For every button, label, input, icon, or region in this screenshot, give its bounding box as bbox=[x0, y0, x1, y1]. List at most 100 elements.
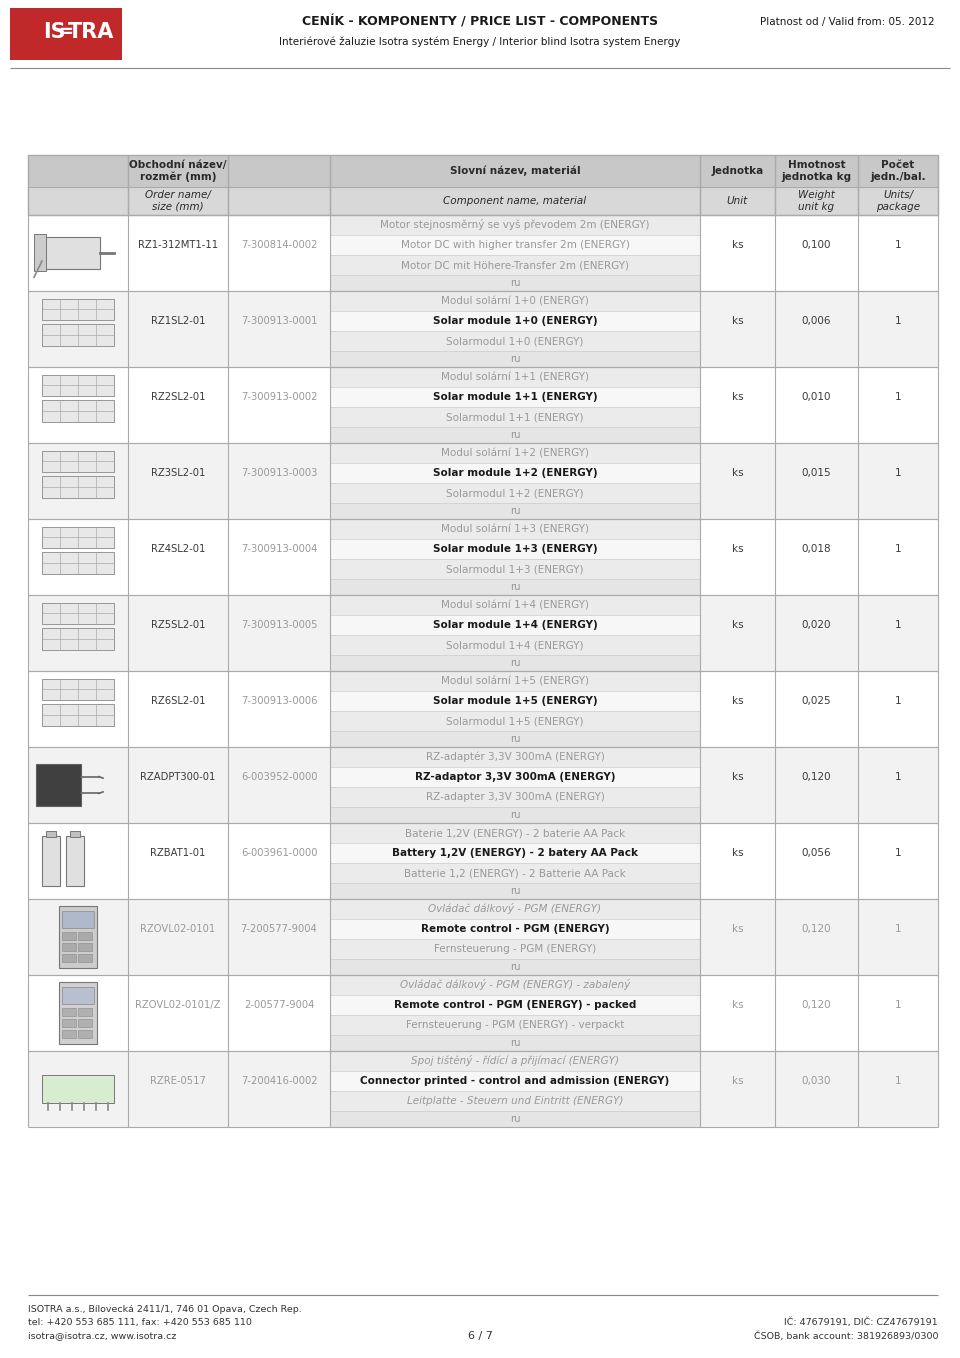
Text: 1: 1 bbox=[895, 697, 901, 706]
Text: Leitplatte - Steuern und Eintritt (ENERGY): Leitplatte - Steuern und Eintritt (ENERG… bbox=[407, 1096, 623, 1105]
Bar bbox=[330, 1111, 700, 1127]
Text: RZ4SL2-01: RZ4SL2-01 bbox=[151, 545, 205, 554]
Text: RZ1SL2-01: RZ1SL2-01 bbox=[151, 316, 205, 326]
Bar bbox=[28, 215, 938, 291]
Text: 0,025: 0,025 bbox=[802, 697, 831, 706]
Text: ks: ks bbox=[732, 1076, 743, 1086]
Text: RZ3SL2-01: RZ3SL2-01 bbox=[151, 469, 205, 478]
Text: 1: 1 bbox=[895, 316, 901, 326]
Bar bbox=[78, 932, 92, 940]
Text: Solarmodul 1+5 (ENERGY): Solarmodul 1+5 (ENERGY) bbox=[446, 716, 584, 727]
Bar bbox=[330, 807, 700, 823]
Text: ru: ru bbox=[510, 809, 520, 820]
Text: TRA: TRA bbox=[68, 22, 114, 42]
Text: ru: ru bbox=[510, 430, 520, 440]
Text: 0,006: 0,006 bbox=[802, 316, 831, 326]
Text: RZ2SL2-01: RZ2SL2-01 bbox=[151, 392, 205, 402]
Bar bbox=[78, 1008, 92, 1016]
Text: RZADPT300-01: RZADPT300-01 bbox=[140, 771, 216, 782]
Text: RZ1-312MT1-11: RZ1-312MT1-11 bbox=[138, 240, 218, 250]
Bar bbox=[330, 367, 700, 387]
Text: 0,030: 0,030 bbox=[802, 1076, 831, 1086]
Text: RZOVL02-0101: RZOVL02-0101 bbox=[140, 923, 216, 934]
Text: 1: 1 bbox=[895, 621, 901, 630]
Bar bbox=[62, 911, 94, 929]
Bar bbox=[62, 942, 76, 951]
Bar bbox=[330, 615, 700, 636]
Bar bbox=[42, 679, 114, 699]
Text: 1: 1 bbox=[895, 847, 901, 858]
Bar bbox=[330, 235, 700, 255]
Text: ks: ks bbox=[732, 621, 743, 630]
Text: Obchodní název/
rozměr (mm): Obchodní název/ rozměr (mm) bbox=[130, 160, 227, 182]
Bar bbox=[28, 747, 938, 823]
Bar bbox=[330, 483, 700, 502]
Text: RZOVL02-0101/Z: RZOVL02-0101/Z bbox=[135, 999, 221, 1010]
Bar bbox=[62, 955, 76, 961]
Bar bbox=[330, 595, 700, 615]
Text: Solarmodul 1+0 (ENERGY): Solarmodul 1+0 (ENERGY) bbox=[446, 335, 584, 346]
Text: Solarmodul 1+2 (ENERGY): Solarmodul 1+2 (ENERGY) bbox=[446, 488, 584, 498]
Text: 0,100: 0,100 bbox=[802, 240, 831, 250]
Bar bbox=[59, 982, 97, 1044]
Text: RZ-adapter 3,3V 300mA (ENERGY): RZ-adapter 3,3V 300mA (ENERGY) bbox=[425, 792, 605, 803]
Bar bbox=[42, 1074, 114, 1104]
Bar bbox=[78, 1018, 92, 1027]
Bar bbox=[330, 443, 700, 463]
Text: Modul solární 1+1 (ENERGY): Modul solární 1+1 (ENERGY) bbox=[441, 372, 589, 382]
Bar bbox=[42, 401, 114, 422]
Text: ru: ru bbox=[510, 961, 520, 972]
Text: ru: ru bbox=[510, 659, 520, 668]
Text: Solar module 1+0 (ENERGY): Solar module 1+0 (ENERGY) bbox=[433, 316, 597, 326]
Text: ru: ru bbox=[510, 507, 520, 516]
Text: 7-200416-0002: 7-200416-0002 bbox=[241, 1076, 318, 1086]
Bar bbox=[330, 1071, 700, 1090]
Bar bbox=[28, 155, 938, 187]
Text: Fernsteuerung - PGM (ENERGY) - verpackt: Fernsteuerung - PGM (ENERGY) - verpackt bbox=[406, 1020, 624, 1029]
Bar bbox=[330, 731, 700, 747]
Bar bbox=[330, 975, 700, 995]
Text: 0,020: 0,020 bbox=[802, 621, 831, 630]
Bar bbox=[42, 325, 114, 346]
Text: Modul solární 1+5 (ENERGY): Modul solární 1+5 (ENERGY) bbox=[441, 676, 589, 686]
Text: isotra@isotra.cz, www.isotra.cz: isotra@isotra.cz, www.isotra.cz bbox=[28, 1331, 177, 1340]
Bar bbox=[28, 291, 938, 367]
Bar bbox=[330, 1035, 700, 1051]
Text: 6-003961-0000: 6-003961-0000 bbox=[241, 847, 317, 858]
Text: ks: ks bbox=[732, 697, 743, 706]
Bar bbox=[330, 671, 700, 691]
Bar bbox=[28, 367, 938, 443]
Text: Solarmodul 1+4 (ENERGY): Solarmodul 1+4 (ENERGY) bbox=[446, 640, 584, 650]
Bar bbox=[330, 502, 700, 519]
Bar bbox=[42, 477, 114, 498]
Text: Solar module 1+5 (ENERGY): Solar module 1+5 (ENERGY) bbox=[433, 697, 597, 706]
Bar bbox=[34, 235, 46, 272]
Text: 7-300913-0002: 7-300913-0002 bbox=[241, 392, 317, 402]
Bar bbox=[28, 1051, 938, 1127]
Bar bbox=[330, 636, 700, 655]
Text: Modul solární 1+3 (ENERGY): Modul solární 1+3 (ENERGY) bbox=[441, 524, 589, 534]
Text: ks: ks bbox=[732, 316, 743, 326]
Text: Connector printed - control and admission (ENERGY): Connector printed - control and admissio… bbox=[360, 1076, 670, 1086]
Text: 7-300913-0006: 7-300913-0006 bbox=[241, 697, 317, 706]
Text: Baterie 1,2V (ENERGY) - 2 baterie AA Pack: Baterie 1,2V (ENERGY) - 2 baterie AA Pac… bbox=[405, 828, 625, 838]
Text: ks: ks bbox=[732, 469, 743, 478]
Bar bbox=[330, 843, 700, 862]
Bar bbox=[330, 959, 700, 975]
Bar bbox=[330, 823, 700, 843]
Bar bbox=[42, 705, 114, 725]
Bar bbox=[330, 899, 700, 919]
Bar bbox=[62, 932, 76, 940]
Bar bbox=[42, 299, 114, 320]
Text: Solar module 1+1 (ENERGY): Solar module 1+1 (ENERGY) bbox=[433, 392, 597, 402]
Bar bbox=[330, 215, 700, 235]
Bar bbox=[330, 691, 700, 712]
Text: Modul solární 1+2 (ENERGY): Modul solární 1+2 (ENERGY) bbox=[441, 448, 589, 458]
Bar bbox=[62, 1029, 76, 1038]
Bar bbox=[330, 463, 700, 483]
Text: Unit: Unit bbox=[727, 196, 748, 206]
Text: ru: ru bbox=[510, 1114, 520, 1124]
Text: 6 / 7: 6 / 7 bbox=[468, 1331, 492, 1340]
Bar bbox=[42, 375, 114, 397]
Bar bbox=[330, 712, 700, 731]
